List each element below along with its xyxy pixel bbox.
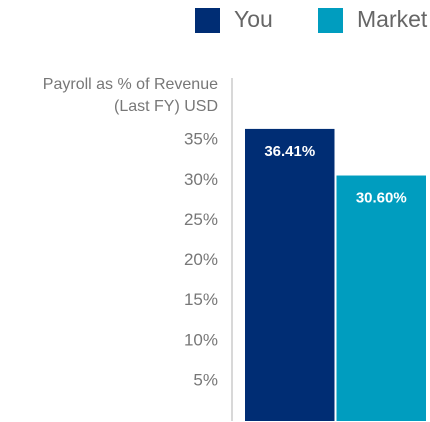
legend-label: You	[234, 6, 273, 32]
y-axis-label: (Last FY) USD	[114, 98, 218, 115]
legend-swatch	[195, 8, 220, 33]
y-tick-label: 35%	[184, 130, 218, 149]
legend-swatch	[318, 8, 343, 33]
bar	[336, 175, 426, 421]
y-tick-label: 15%	[184, 290, 218, 309]
bar	[245, 128, 335, 421]
y-tick-label: 5%	[193, 370, 218, 389]
y-tick-label: 30%	[184, 170, 218, 189]
legend-label: Market	[357, 6, 428, 32]
y-tick-label: 20%	[184, 250, 218, 269]
data-label: 36.41%	[264, 143, 315, 160]
data-label: 30.60%	[356, 189, 407, 206]
y-axis-label: Payroll as % of Revenue	[43, 76, 218, 93]
y-tick-label: 25%	[184, 210, 218, 229]
y-tick-label: 10%	[184, 330, 218, 349]
